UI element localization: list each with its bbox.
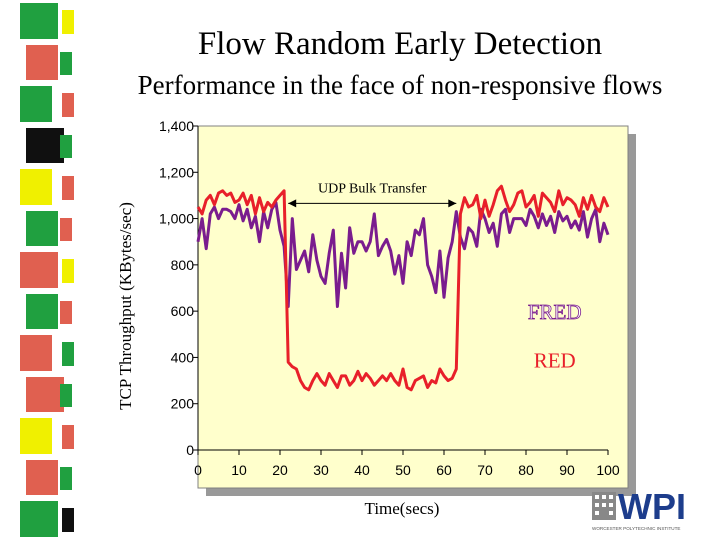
y-axis-title: TCP Throughput (KBytes/sec) <box>116 202 135 410</box>
x-tick-label: 20 <box>272 462 288 478</box>
slide-subtitle: Performance in the face of non-responsiv… <box>137 70 663 100</box>
x-tick-label: 60 <box>436 462 452 478</box>
arrow-left-icon <box>288 199 297 208</box>
x-tick-label: 80 <box>518 462 534 478</box>
side-strip-block <box>20 418 52 454</box>
side-strip-block <box>60 466 72 491</box>
slide-title: Flow Random Early Detection <box>197 26 603 62</box>
side-strip-block <box>26 293 58 330</box>
series-label-fred: FRED <box>528 300 582 324</box>
x-tick-label: 50 <box>395 462 411 478</box>
y-tick-label: 200 <box>171 396 195 412</box>
x-axis-title: Time(secs) <box>365 499 440 518</box>
decorative-side-strip <box>0 0 80 540</box>
x-tick-label: 40 <box>354 462 370 478</box>
side-strip-block <box>26 459 58 496</box>
x-tick-label: 0 <box>194 462 202 478</box>
side-strip-block <box>20 169 52 205</box>
x-tick-label: 70 <box>477 462 493 478</box>
x-tick-label: 90 <box>559 462 575 478</box>
side-strip-block <box>20 252 58 288</box>
y-tick-label: 0 <box>186 442 194 458</box>
side-strip-block <box>20 3 58 39</box>
side-strip-block <box>60 134 72 159</box>
side-strip-block <box>60 383 72 408</box>
udp-transfer-label: UDP Bulk Transfer <box>318 181 427 196</box>
y-tick-label: 600 <box>171 303 195 319</box>
plot-area <box>197 125 629 489</box>
y-tick-label: 1,200 <box>159 164 194 180</box>
arrow-right-icon <box>448 199 457 208</box>
wpi-logo-text: WPI <box>618 486 686 527</box>
x-tick-label: 30 <box>313 462 329 478</box>
side-strip-block <box>26 376 64 413</box>
side-strip-block <box>26 44 58 81</box>
side-strip-block <box>62 10 74 34</box>
side-strip-block <box>60 300 72 325</box>
series-line-red <box>196 184 610 392</box>
side-strip-block <box>60 217 72 242</box>
side-strip-block <box>26 210 58 247</box>
side-strip-block <box>62 259 74 283</box>
wpi-logo: WPI WORCESTER POLYTECHNIC INSTITUTE <box>592 486 686 531</box>
series-line-fred <box>196 200 610 308</box>
wpi-logo-building-icon <box>592 492 616 520</box>
side-strip-block <box>62 342 74 366</box>
x-tick-label: 10 <box>231 462 247 478</box>
side-strip-block <box>60 51 72 76</box>
side-strip-block <box>26 127 64 164</box>
y-tick-label: 1,000 <box>159 211 194 227</box>
side-strip-block <box>62 93 74 117</box>
y-tick-label: 800 <box>171 257 195 273</box>
side-strip-block <box>62 425 74 449</box>
side-strip-block <box>62 508 74 532</box>
wpi-logo-subtext: WORCESTER POLYTECHNIC INSTITUTE <box>592 526 680 531</box>
y-tick-label: 1,400 <box>159 118 194 134</box>
y-tick-label: 400 <box>171 349 195 365</box>
side-strip-block <box>20 86 52 122</box>
side-strip-block <box>20 501 58 537</box>
side-strip-block <box>62 176 74 200</box>
x-tick-label: 100 <box>596 462 620 478</box>
side-strip-block <box>20 335 52 371</box>
series-label-red: RED <box>534 349 576 373</box>
